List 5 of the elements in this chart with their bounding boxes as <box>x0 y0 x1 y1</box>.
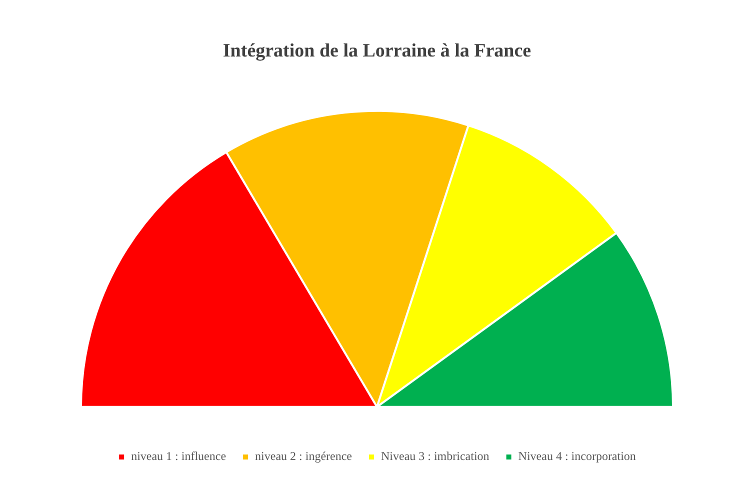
chart-title: Intégration de la Lorraine à la France <box>222 40 532 62</box>
legend-label: niveau 2 : ingérence <box>255 449 352 464</box>
legend-label: niveau 1 : influence <box>131 449 226 464</box>
legend-label: Niveau 4 : incorporation <box>518 449 636 464</box>
legend-label: Niveau 3 : imbrication <box>380 449 490 464</box>
